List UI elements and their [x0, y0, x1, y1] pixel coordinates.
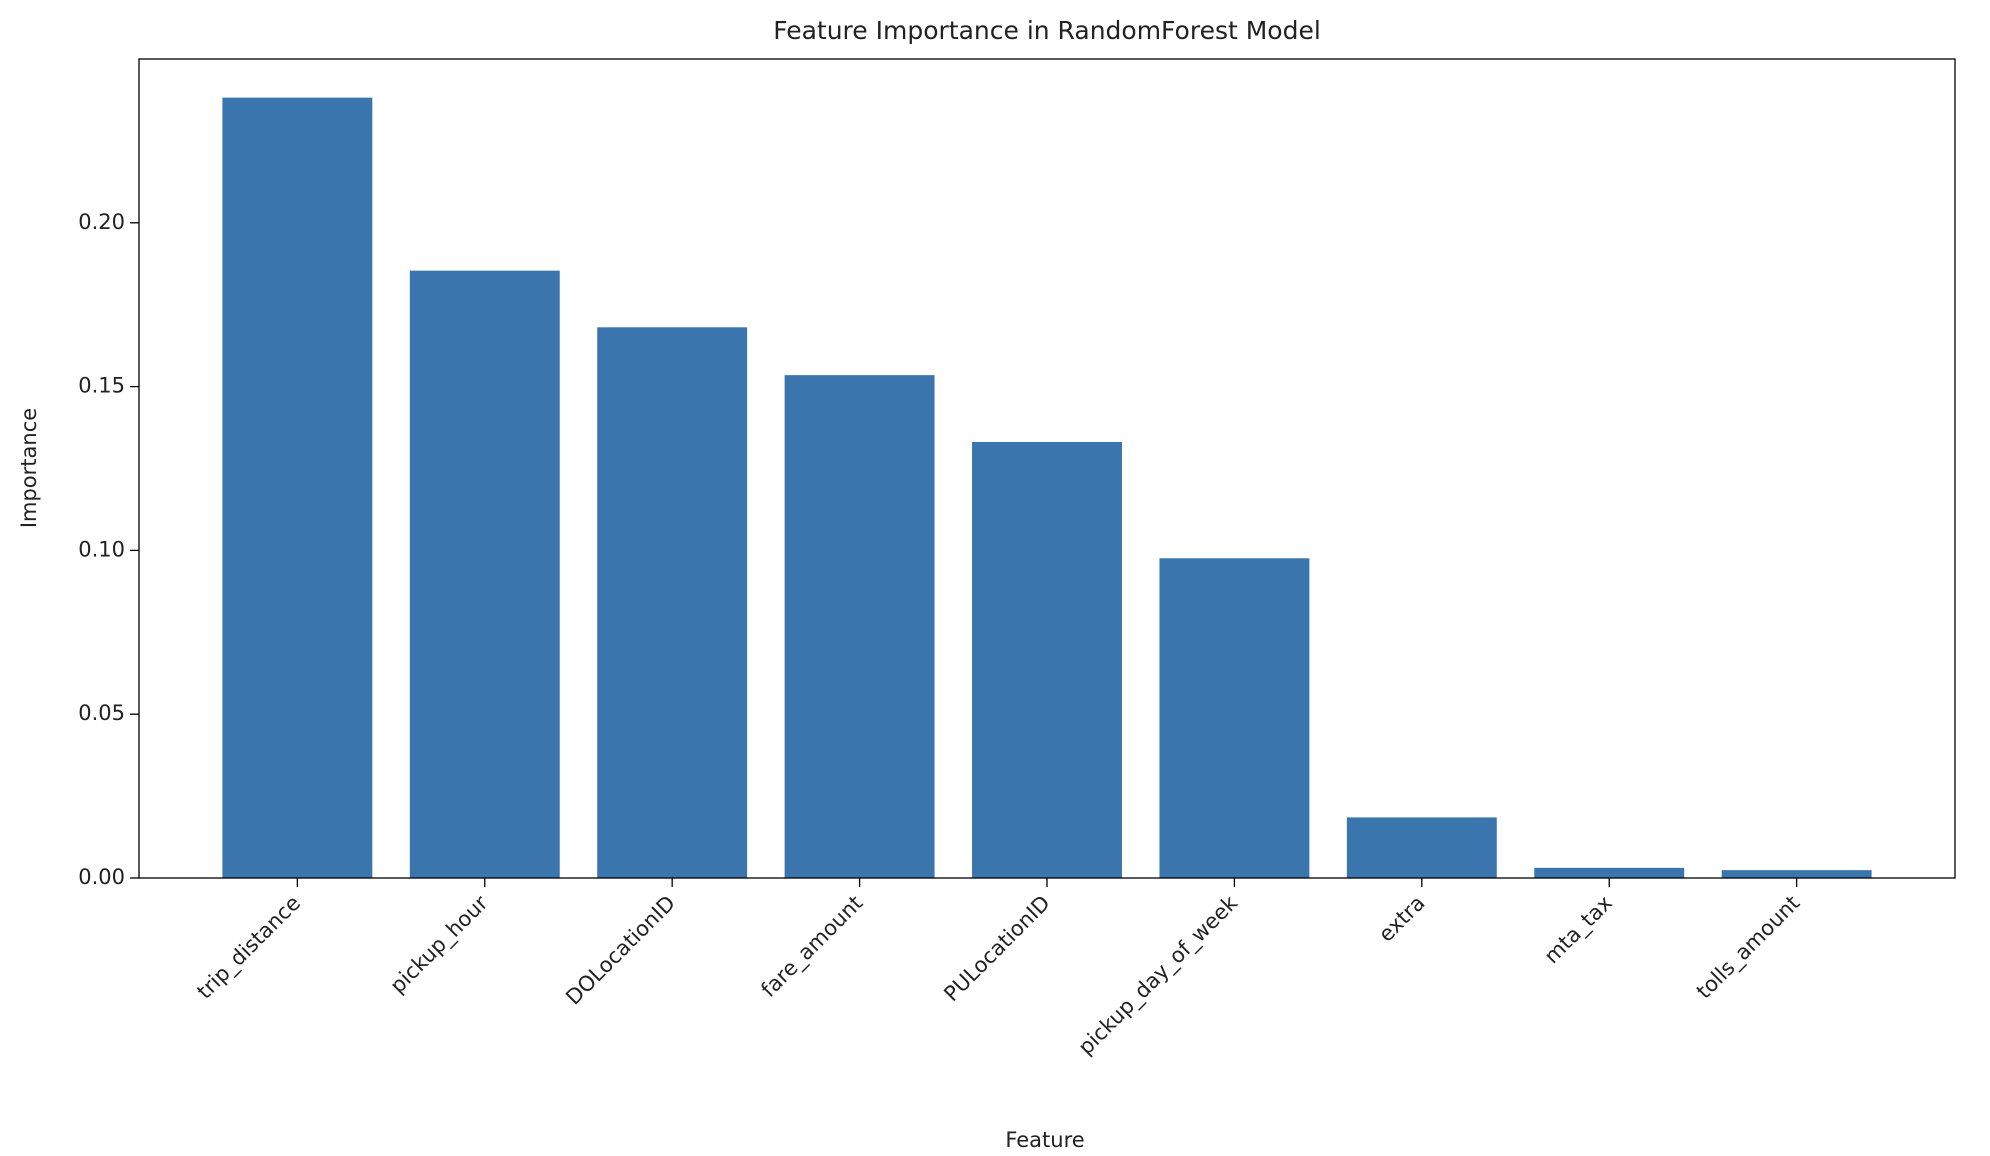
- x-tick-label: pickup_hour: [385, 891, 493, 999]
- bar: [222, 97, 373, 878]
- x-tick-label: trip_distance: [192, 891, 306, 1005]
- bar: [972, 441, 1122, 878]
- bar: [1346, 817, 1497, 878]
- x-tick-label: pickup_day_of_week: [1074, 890, 1244, 1060]
- chart-title: Feature Importance in RandomForest Model: [773, 16, 1321, 45]
- x-axis-label: Feature: [1005, 1128, 1084, 1152]
- y-tick-label: 0.15: [78, 374, 125, 398]
- x-tick-label: PULocationID: [939, 891, 1054, 1006]
- bar: [597, 327, 748, 878]
- x-tick-label: DOLocationID: [561, 891, 680, 1010]
- y-tick-label: 0.20: [78, 210, 125, 234]
- y-tick-label: 0.00: [78, 865, 125, 889]
- bar: [1534, 867, 1685, 878]
- bar: [1721, 870, 1872, 878]
- y-axis-label: Importance: [17, 408, 41, 528]
- x-tick-label: mta_tax: [1540, 891, 1618, 969]
- x-tick-label: fare_amount: [756, 891, 868, 1003]
- x-tick-label: extra: [1374, 891, 1430, 947]
- bar: [784, 375, 935, 878]
- y-tick-label: 0.05: [78, 701, 125, 725]
- x-tick-label: tolls_amount: [1692, 891, 1805, 1004]
- bar: [409, 270, 560, 878]
- bar: [1159, 558, 1310, 878]
- plot-frame: [138, 58, 1956, 879]
- y-tick-label: 0.10: [78, 537, 125, 561]
